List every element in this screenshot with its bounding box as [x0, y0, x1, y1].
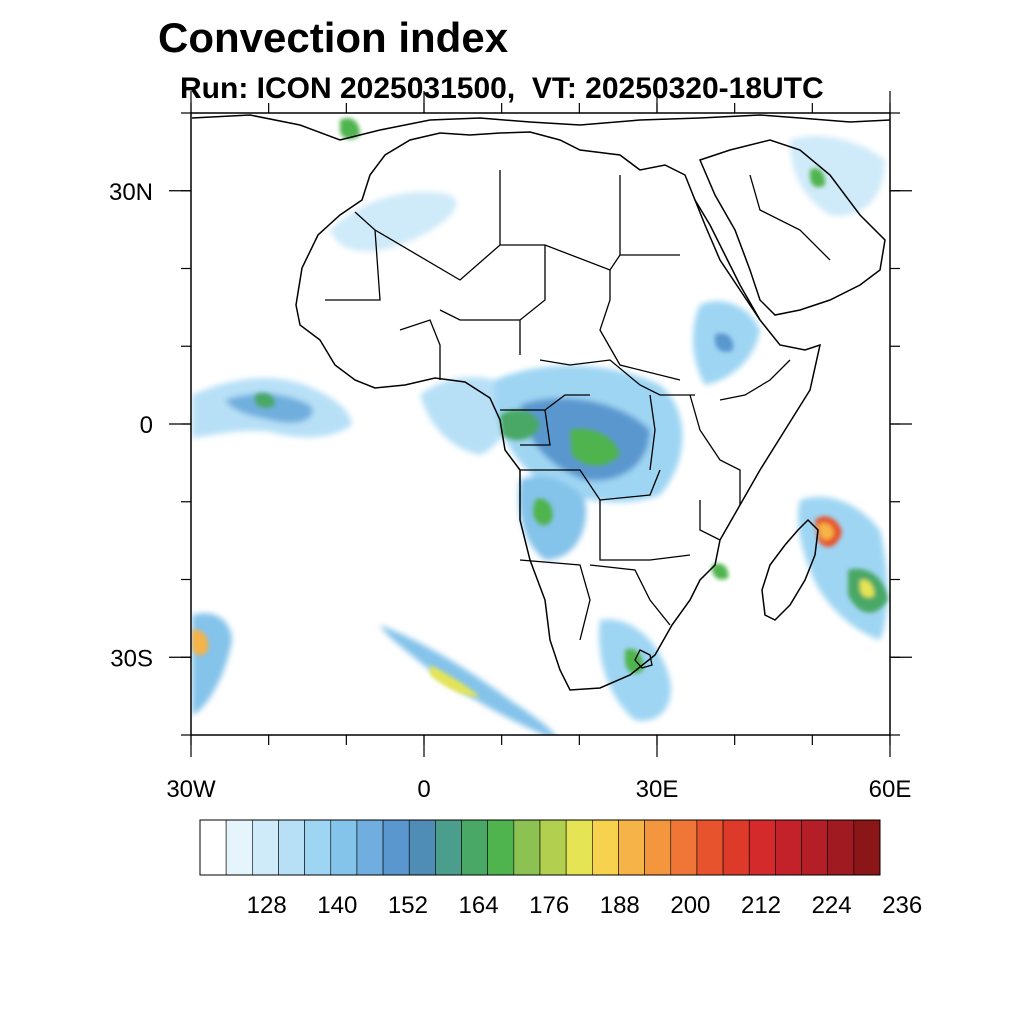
colorbar-swatch — [722, 819, 750, 876]
colorbar-label: 188 — [600, 892, 640, 919]
colorbar-swatch — [644, 819, 672, 876]
x-tick-label: 30E — [636, 776, 679, 803]
colorbar-swatch — [853, 819, 881, 876]
y-tick-label: 0 — [140, 412, 153, 439]
map-title: Convection index — [158, 14, 509, 61]
colorbar-swatch — [748, 819, 776, 876]
axis-tick-labels: 30W 0 30E 60E 30N 0 30S — [109, 179, 911, 803]
colorbar-label: 152 — [388, 892, 428, 919]
x-tick-label: 30W — [166, 776, 216, 803]
colorbar-swatch — [801, 819, 828, 876]
colorbar-swatch — [382, 819, 410, 876]
colorbar: 128 140 152 164 176 188 200 212 224 236 — [199, 819, 922, 919]
colorbar-swatch — [461, 819, 488, 876]
y-tick-label: 30N — [109, 179, 153, 206]
colorbar-label: 176 — [529, 892, 569, 919]
x-tick-label: 60E — [869, 776, 912, 803]
colorbar-label: 200 — [670, 892, 710, 919]
country-borders — [325, 170, 831, 669]
colorbar-swatch — [618, 819, 645, 876]
colorbar-swatch — [565, 819, 593, 876]
map-subtitle: Run: ICON 2025031500, VT: 20250320-18UTC — [180, 72, 824, 105]
colorbar-frame — [199, 819, 881, 876]
colorbar-swatch — [330, 819, 358, 876]
colorbar-swatch — [592, 819, 619, 876]
colorbar-swatch — [487, 819, 515, 876]
convection-field — [192, 118, 888, 735]
colorbar-swatch — [539, 819, 567, 876]
colorbar-label: 128 — [247, 892, 287, 919]
colorbar-swatch — [670, 819, 698, 876]
colorbar-label: 236 — [882, 892, 922, 919]
x-tick-label: 0 — [417, 776, 430, 803]
colorbar-swatch — [278, 819, 305, 876]
colorbar-swatch — [435, 819, 462, 876]
colorbar-swatch — [225, 819, 253, 876]
colorbar-swatch — [356, 819, 384, 876]
colorbar-label: 212 — [741, 892, 781, 919]
colorbar-swatch — [408, 819, 436, 876]
colorbar-swatch — [827, 819, 855, 876]
axis-ticks — [169, 91, 912, 757]
colorbar-swatch — [513, 819, 541, 876]
colorbar-swatch — [696, 819, 724, 876]
colorbar-swatch — [304, 819, 332, 876]
colorbar-label: 140 — [317, 892, 357, 919]
colorbar-swatch — [775, 819, 802, 876]
colorbar-swatch — [252, 819, 279, 876]
colorbar-label: 164 — [459, 892, 499, 919]
colorbar-swatch — [199, 819, 227, 876]
y-tick-label: 30S — [110, 645, 153, 672]
coastlines — [192, 114, 890, 691]
colorbar-label: 224 — [812, 892, 852, 919]
